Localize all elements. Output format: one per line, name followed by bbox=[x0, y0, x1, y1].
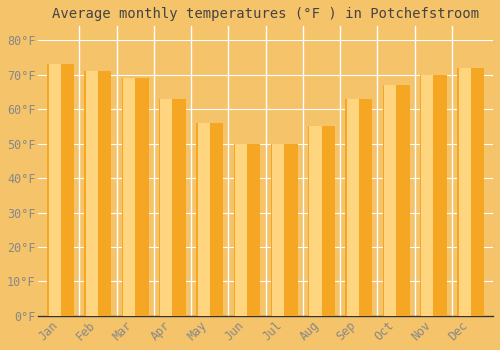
Bar bbox=[271, 144, 297, 316]
Bar bbox=[196, 123, 223, 316]
Bar bbox=[86, 71, 98, 316]
Bar bbox=[310, 126, 322, 316]
Bar bbox=[346, 99, 372, 316]
Bar bbox=[384, 85, 396, 316]
Bar bbox=[347, 99, 359, 316]
Bar bbox=[458, 68, 470, 316]
Bar bbox=[84, 71, 112, 316]
Title: Average monthly temperatures (°F ) in Potchefstroom: Average monthly temperatures (°F ) in Po… bbox=[52, 7, 479, 21]
Bar bbox=[122, 78, 148, 316]
Bar bbox=[272, 144, 284, 316]
Bar bbox=[308, 126, 335, 316]
Bar bbox=[123, 78, 135, 316]
Bar bbox=[235, 144, 247, 316]
Bar bbox=[234, 144, 260, 316]
Bar bbox=[160, 99, 172, 316]
Bar bbox=[382, 85, 409, 316]
Bar bbox=[458, 68, 484, 316]
Bar bbox=[48, 64, 60, 316]
Bar bbox=[420, 75, 447, 316]
Bar bbox=[422, 75, 434, 316]
Bar bbox=[198, 123, 209, 316]
Bar bbox=[159, 99, 186, 316]
Bar bbox=[47, 64, 74, 316]
